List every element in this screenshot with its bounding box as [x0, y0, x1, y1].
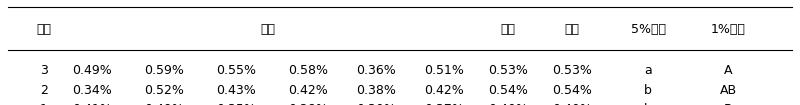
Text: 0.40%: 0.40% — [552, 103, 592, 105]
Text: 1%水平: 1%水平 — [710, 23, 746, 36]
Text: 0.55%: 0.55% — [216, 64, 256, 77]
Text: 0.49%: 0.49% — [144, 103, 184, 105]
Text: 0.35%: 0.35% — [216, 103, 256, 105]
Text: 0.43%: 0.43% — [216, 84, 256, 97]
Text: 0.59%: 0.59% — [144, 64, 184, 77]
Text: 样品: 样品 — [36, 23, 51, 36]
Text: B: B — [724, 103, 732, 105]
Text: 0.28%: 0.28% — [288, 103, 328, 105]
Text: 0.34%: 0.34% — [72, 84, 112, 97]
Text: 0.54%: 0.54% — [488, 84, 528, 97]
Text: 0.42%: 0.42% — [288, 84, 328, 97]
Text: 2: 2 — [40, 84, 48, 97]
Text: 5%水平: 5%水平 — [630, 23, 666, 36]
Text: a: a — [644, 64, 652, 77]
Text: b: b — [644, 103, 652, 105]
Text: 0.41%: 0.41% — [72, 103, 112, 105]
Text: 平均: 平均 — [501, 23, 515, 36]
Text: 中心: 中心 — [261, 23, 275, 36]
Text: 0.53%: 0.53% — [552, 64, 592, 77]
Text: A: A — [724, 64, 732, 77]
Text: 0.51%: 0.51% — [424, 64, 464, 77]
Text: 0.49%: 0.49% — [72, 64, 112, 77]
Text: 0.40%: 0.40% — [488, 103, 528, 105]
Text: 1: 1 — [40, 103, 48, 105]
Text: 0.37%: 0.37% — [424, 103, 464, 105]
Text: 边上: 边上 — [565, 23, 579, 36]
Text: b: b — [644, 84, 652, 97]
Text: 0.54%: 0.54% — [552, 84, 592, 97]
Text: AB: AB — [719, 84, 737, 97]
Text: 0.53%: 0.53% — [488, 64, 528, 77]
Text: 0.52%: 0.52% — [144, 84, 184, 97]
Text: 0.30%: 0.30% — [356, 103, 396, 105]
Text: 0.36%: 0.36% — [356, 64, 396, 77]
Text: 0.58%: 0.58% — [288, 64, 328, 77]
Text: 0.42%: 0.42% — [424, 84, 464, 97]
Text: 0.38%: 0.38% — [356, 84, 396, 97]
Text: 3: 3 — [40, 64, 48, 77]
